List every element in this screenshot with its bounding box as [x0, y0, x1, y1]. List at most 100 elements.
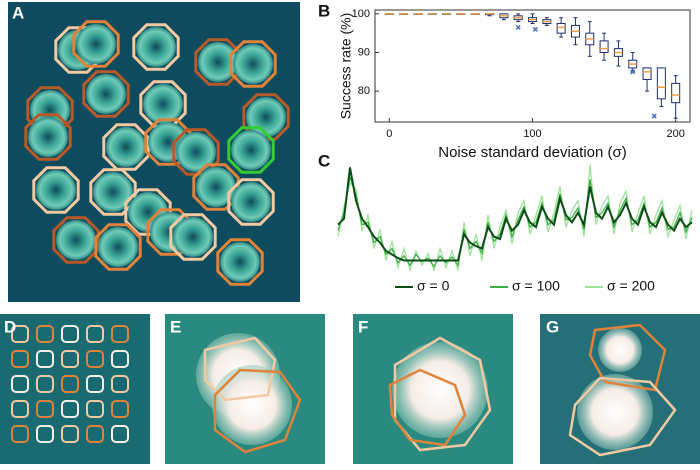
x-tick-label: 0: [386, 128, 392, 140]
outlier: [515, 24, 521, 30]
cell: [233, 44, 273, 84]
blob: [598, 328, 642, 372]
roi: [192, 163, 240, 211]
cell: [176, 132, 216, 172]
legend-label: σ = 200: [607, 278, 655, 294]
x-axis-label: Noise standard deviation (σ): [438, 144, 627, 161]
cell: [98, 227, 138, 267]
roi: [388, 368, 467, 447]
roi: [132, 23, 180, 71]
box: [642, 67, 652, 81]
cell: [86, 74, 126, 114]
roi: [61, 350, 79, 368]
image-e: [165, 314, 325, 464]
box: [599, 40, 609, 53]
roi: [89, 168, 137, 216]
panel-label: D: [4, 317, 16, 336]
roi: [227, 178, 275, 226]
roi: [11, 350, 29, 368]
roi: [144, 118, 192, 166]
roi: [111, 400, 129, 418]
panel-label: A: [12, 3, 24, 22]
plot-frame: [374, 9, 691, 123]
roi: [86, 325, 104, 343]
roi: [203, 336, 277, 402]
roi: [568, 376, 677, 457]
roi: [86, 425, 104, 443]
roi: [227, 126, 275, 174]
roi: [61, 400, 79, 418]
cell: [136, 27, 176, 67]
roi: [216, 238, 264, 286]
roi: [24, 113, 72, 161]
roi: [169, 213, 217, 261]
cell: [93, 172, 133, 212]
roi: [36, 350, 54, 368]
roi: [11, 400, 29, 418]
panel-label: F: [358, 317, 368, 336]
x-tick-label: 100: [523, 128, 541, 140]
cell: [220, 242, 260, 282]
outlier: [651, 113, 657, 119]
cell: [106, 127, 146, 167]
y-tick-label: 80: [358, 85, 370, 97]
roi: [242, 93, 290, 141]
roi: [86, 375, 104, 393]
outlier: [532, 26, 538, 32]
roi: [86, 350, 104, 368]
trace: [337, 167, 693, 262]
roi: [94, 223, 142, 271]
image-a: [8, 2, 300, 302]
roi: [11, 375, 29, 393]
roi: [61, 425, 79, 443]
roi: [61, 325, 79, 343]
cell: [196, 167, 236, 207]
roi: [111, 425, 129, 443]
roi: [36, 325, 54, 343]
roi: [213, 368, 302, 454]
roi: [588, 323, 667, 392]
roi: [86, 400, 104, 418]
roi: [229, 40, 277, 88]
box: [556, 23, 566, 34]
roi: [36, 375, 54, 393]
cell: [143, 84, 183, 124]
cell: [231, 182, 271, 222]
image-d: [0, 314, 150, 464]
image-f: [353, 314, 513, 464]
roi: [61, 375, 79, 393]
cell: [36, 170, 76, 210]
blob: [212, 365, 292, 445]
panel-label: C: [318, 151, 330, 170]
panel-label: B: [318, 1, 330, 20]
cell: [198, 42, 238, 82]
y-tick-label: 90: [358, 46, 370, 58]
roi: [11, 425, 29, 443]
panel-label: E: [170, 317, 181, 336]
cell: [173, 217, 213, 257]
cell: [28, 117, 68, 157]
roi: [111, 375, 129, 393]
roi: [102, 123, 150, 171]
cell: [56, 220, 96, 260]
cell: [231, 130, 271, 170]
roi: [72, 20, 120, 68]
panel-label: G: [546, 317, 559, 336]
y-axis-label: Success rate (%): [338, 13, 354, 120]
roi: [52, 216, 100, 264]
roi: [11, 325, 29, 343]
roi: [111, 325, 129, 343]
legend-label: σ = 0: [417, 278, 450, 294]
roi: [36, 400, 54, 418]
outlier: [630, 69, 636, 75]
legend-label: σ = 100: [512, 278, 560, 294]
roi: [111, 350, 129, 368]
x-tick-label: 200: [667, 128, 685, 140]
roi: [36, 425, 54, 443]
roi: [82, 70, 130, 118]
roi: [32, 166, 80, 214]
image-g: [540, 314, 700, 464]
cell: [76, 24, 116, 64]
box: [671, 82, 681, 104]
